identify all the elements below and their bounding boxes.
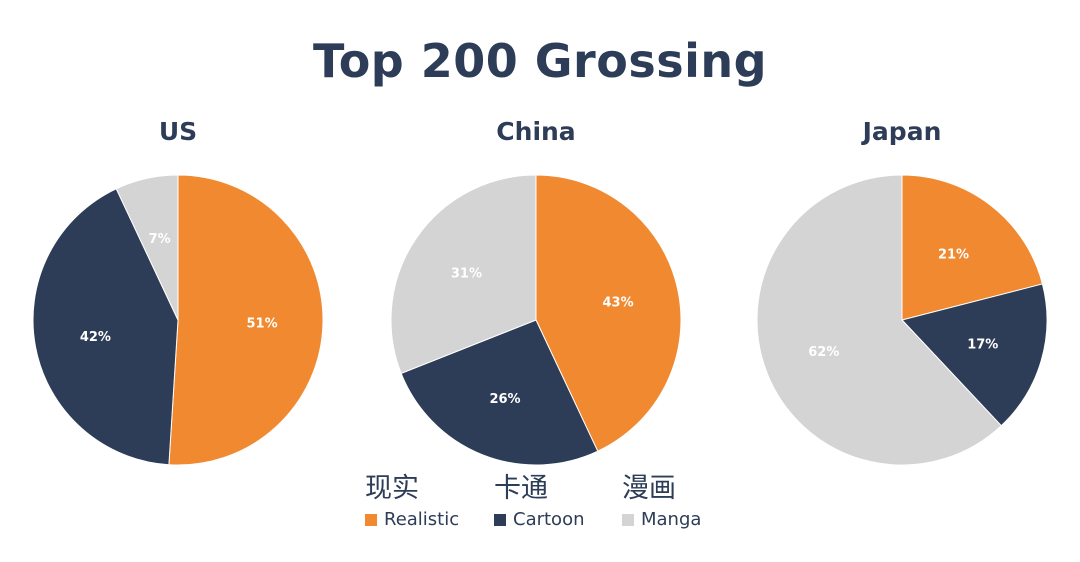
pie-slice-manga <box>115 174 179 321</box>
pie-slice-cartoon <box>400 319 599 466</box>
pie-data-label-cartoon: 17% <box>967 337 998 352</box>
legend-cn-label: 卡通 <box>494 473 548 504</box>
legend-swatch <box>494 514 506 526</box>
legend-cn-label: 漫画 <box>622 473 676 504</box>
pie-slice-manga <box>390 174 537 375</box>
pie-data-label-cartoon: 26% <box>489 392 520 407</box>
legend-en-label: Cartoon <box>513 509 585 530</box>
legend-item-manga: 漫画 Manga <box>622 472 701 532</box>
pie-title-us: US <box>159 117 197 146</box>
legend-swatch <box>622 514 634 526</box>
pie-charts: US 51% 42% 7% China 43% 26% 31% Japan 21% 17% 62% <box>32 117 1048 466</box>
pie-data-label-manga: 62% <box>808 345 839 360</box>
chart-title: Top 200 Grossing <box>312 34 768 88</box>
legend-item-realistic: 现实 Realistic <box>365 472 459 532</box>
pie-data-label-realistic: 21% <box>938 248 969 263</box>
pie-slice-realistic <box>168 174 324 466</box>
pie-china: China 43% 26% 31% <box>390 117 682 466</box>
pie-slice-manga <box>756 174 1002 466</box>
pie-data-label-manga: 7% <box>149 232 171 247</box>
pie-slice-cartoon <box>32 188 179 466</box>
pie-slice-realistic <box>901 174 1044 321</box>
pie-slice-realistic <box>535 174 682 452</box>
legend-en-row: Manga <box>622 508 701 532</box>
pie-data-label-cartoon: 42% <box>80 330 111 345</box>
pie-data-label-manga: 31% <box>451 267 482 282</box>
pie-japan: Japan 21% 17% 62% <box>756 117 1048 466</box>
legend-en-label: Manga <box>641 509 702 530</box>
pie-title-china: China <box>496 117 575 146</box>
legend-en-row: Realistic <box>365 508 459 532</box>
pie-title-japan: Japan <box>861 117 942 146</box>
legend-en-row: Cartoon <box>494 508 585 532</box>
legend-cn-label: 现实 <box>365 473 419 504</box>
pie-us: US 51% 42% 7% <box>32 117 324 466</box>
legend-item-cartoon: 卡通 Cartoon <box>494 472 585 532</box>
pie-data-label-realistic: 43% <box>603 296 634 311</box>
legend-swatch <box>365 514 377 526</box>
pie-slice-cartoon <box>901 283 1048 427</box>
legend-en-label: Realistic <box>384 509 460 530</box>
pie-data-label-realistic: 51% <box>246 317 277 332</box>
